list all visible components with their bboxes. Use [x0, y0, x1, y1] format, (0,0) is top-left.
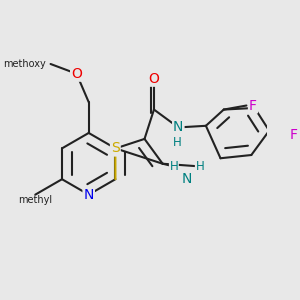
Text: S: S	[111, 142, 120, 155]
Text: methoxy: methoxy	[3, 59, 46, 69]
Text: F: F	[249, 98, 257, 112]
Text: H: H	[195, 160, 204, 173]
Text: H: H	[169, 160, 178, 173]
Text: O: O	[148, 72, 159, 86]
Text: H: H	[173, 136, 182, 149]
Text: N: N	[173, 120, 184, 134]
Text: N: N	[83, 188, 94, 202]
Text: O: O	[71, 67, 82, 81]
Text: methyl: methyl	[18, 195, 52, 205]
Text: F: F	[290, 128, 298, 142]
Text: N: N	[182, 172, 192, 186]
